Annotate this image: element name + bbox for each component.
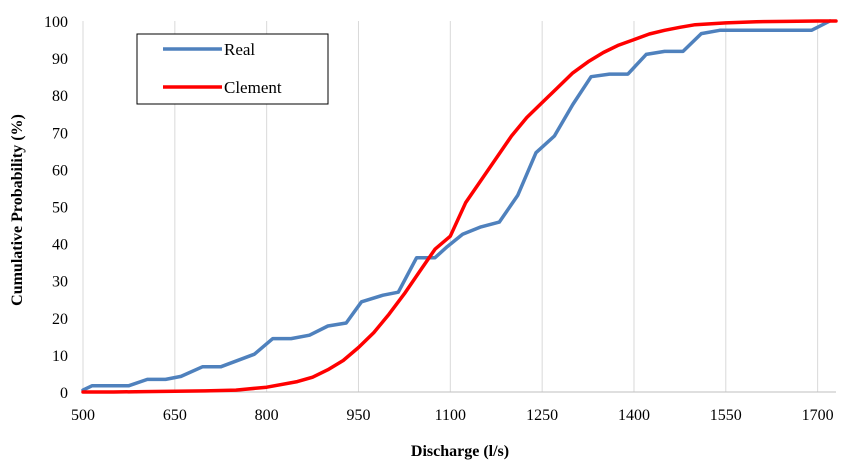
y-tick-label: 10 [52, 348, 68, 365]
x-tick-label: 950 [346, 407, 370, 424]
x-tick-label: 1700 [802, 407, 834, 424]
y-tick-label: 40 [52, 237, 68, 254]
x-tick-label: 500 [71, 407, 95, 424]
y-tick-label: 70 [52, 125, 68, 142]
y-tick-label: 20 [52, 311, 68, 328]
y-tick-label: 60 [52, 162, 68, 179]
y-tick-label: 50 [52, 200, 68, 217]
series-line-clement [81, 19, 838, 394]
x-tick-label: 1250 [526, 407, 558, 424]
series-layer [81, 19, 838, 394]
legend: Real Clement [136, 33, 329, 105]
x-tick-label: 800 [255, 407, 279, 424]
y-tick-label: 30 [52, 274, 68, 291]
x-tick-label: 1550 [710, 407, 742, 424]
y-axis-title: Cumulative Probability (%) [9, 114, 26, 306]
x-tick-label: 1400 [618, 407, 650, 424]
x-tick-label: 1100 [435, 407, 466, 424]
x-tick-label: 650 [163, 407, 187, 424]
series-line-real [81, 19, 832, 392]
legend-box [136, 33, 329, 105]
x-axis-title: Discharge (l/s) [411, 443, 509, 460]
legend-label-real: Real [224, 40, 255, 59]
y-tick-label: 80 [52, 88, 68, 105]
y-tick-label: 90 [52, 51, 68, 68]
y-tick-label: 0 [60, 385, 68, 402]
legend-label-clement: Clement [224, 78, 282, 97]
x-tick-labels: 500 650 800 950 1100 1250 1400 1550 1700 [71, 407, 834, 424]
y-tick-labels: 0 10 20 30 40 50 60 70 80 90 100 [44, 14, 68, 402]
y-tick-label: 100 [44, 14, 68, 31]
